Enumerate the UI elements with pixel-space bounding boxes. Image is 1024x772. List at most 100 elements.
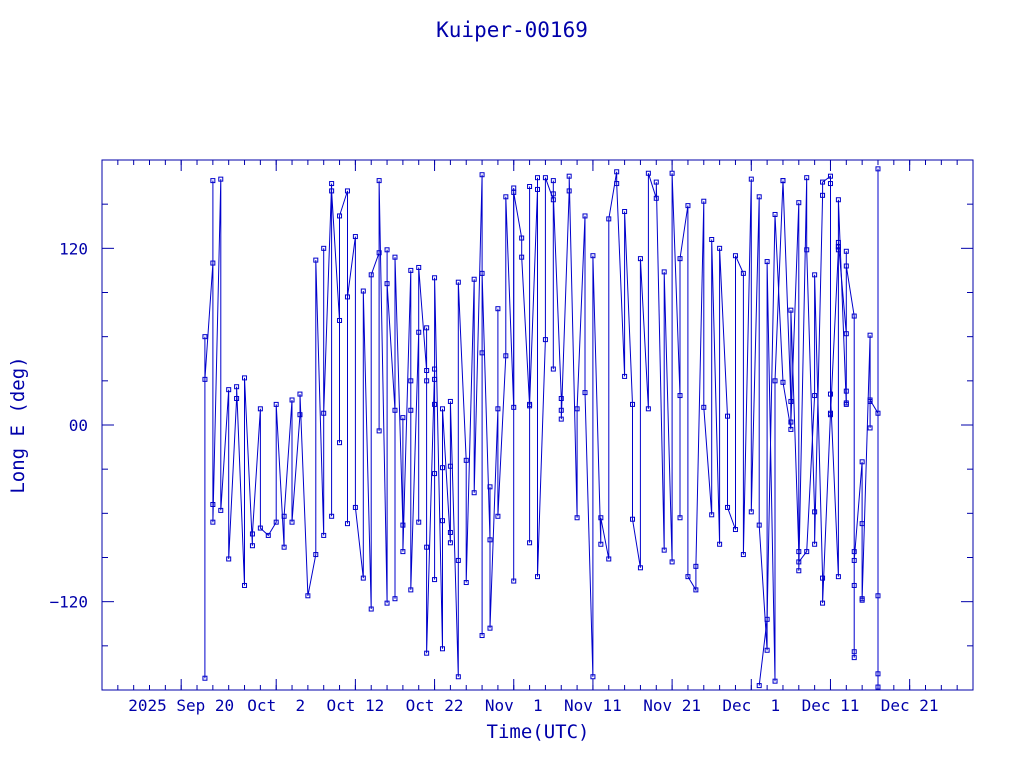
data-point (408, 407, 414, 413)
data-point (337, 440, 343, 446)
data-point (653, 179, 659, 185)
data-point (384, 247, 390, 253)
data-point (242, 375, 248, 381)
data-point (535, 175, 540, 181)
data-point (748, 176, 754, 182)
data-point (756, 522, 762, 528)
data-point (495, 513, 501, 519)
data-point (210, 260, 216, 266)
data-point (439, 646, 445, 652)
data-point (226, 556, 232, 562)
data-point (764, 616, 770, 622)
data-point (447, 529, 453, 535)
data-point (447, 540, 453, 546)
data-point (645, 406, 651, 412)
data-point (685, 574, 691, 580)
data-point (257, 406, 263, 412)
data-point (558, 416, 564, 422)
data-point (653, 195, 659, 201)
data-point (313, 257, 319, 263)
data-point (630, 401, 636, 407)
data-point (788, 426, 794, 432)
data-point (796, 200, 802, 206)
series-line (513, 171, 847, 682)
data-point (843, 331, 849, 337)
data-point (432, 577, 438, 583)
data-point (519, 254, 525, 260)
data-point (804, 549, 810, 555)
data-point (772, 678, 778, 684)
data-point (875, 684, 881, 690)
data-point (281, 513, 287, 519)
data-point (384, 281, 390, 287)
data-point (796, 568, 802, 574)
data-point (574, 515, 580, 521)
data-point (416, 329, 422, 335)
data-point (550, 191, 556, 197)
data-point (463, 580, 469, 586)
data-point (812, 272, 818, 278)
data-point (360, 288, 366, 294)
data-point (297, 391, 303, 397)
data-point (432, 275, 438, 281)
data-point (479, 270, 485, 276)
x-tick-label: Oct 12 (326, 696, 384, 715)
data-point (614, 169, 620, 175)
data-point (337, 213, 343, 219)
x-tick-label: Nov 11 (564, 696, 622, 715)
data-point (249, 531, 255, 537)
data-point (820, 600, 826, 606)
data-point (717, 245, 723, 251)
x-tick-label: Oct 22 (406, 696, 464, 715)
data-point (400, 415, 406, 421)
data-point (701, 198, 707, 204)
chart-title: Kuiper-00169 (436, 18, 588, 42)
data-point (772, 211, 778, 217)
y-axis: 120 00 −120 (49, 159, 973, 691)
data-point (337, 317, 343, 323)
data-point (432, 376, 438, 382)
data-point (503, 194, 509, 200)
data-point (535, 574, 540, 580)
data-point (218, 507, 224, 513)
data-point (637, 256, 643, 262)
data-point (408, 267, 414, 273)
data-point (471, 490, 477, 496)
data-point (439, 518, 445, 524)
data-point (820, 192, 826, 198)
data-point (685, 203, 691, 209)
data-point (305, 593, 311, 599)
data-point (273, 519, 279, 525)
data-point (677, 515, 683, 521)
data-point (424, 544, 430, 550)
data-point (875, 410, 881, 416)
data-point (210, 178, 216, 184)
data-point (487, 484, 493, 490)
data-point (281, 544, 287, 550)
data-point (257, 525, 263, 531)
data-point (424, 325, 430, 331)
data-point (843, 388, 849, 394)
data-point (598, 515, 604, 521)
data-point (804, 247, 810, 253)
data-point (392, 254, 398, 260)
data-point (416, 519, 422, 525)
data-point (550, 366, 556, 372)
data-point (495, 406, 501, 412)
data-point (289, 519, 295, 525)
x-axis-label: Time(UTC) (487, 721, 590, 743)
data-point (661, 269, 667, 275)
data-point (677, 393, 683, 399)
data-point (843, 263, 849, 269)
data-point (503, 353, 509, 359)
data-point (226, 387, 232, 393)
y-axis-label: Long E (deg) (7, 356, 29, 493)
data-point (234, 396, 240, 401)
data-point (812, 541, 818, 547)
data-point (622, 209, 628, 215)
data-point (519, 235, 525, 241)
data-point (210, 502, 216, 507)
x-tick-label: Oct 2 (247, 696, 305, 715)
data-point (218, 176, 224, 182)
